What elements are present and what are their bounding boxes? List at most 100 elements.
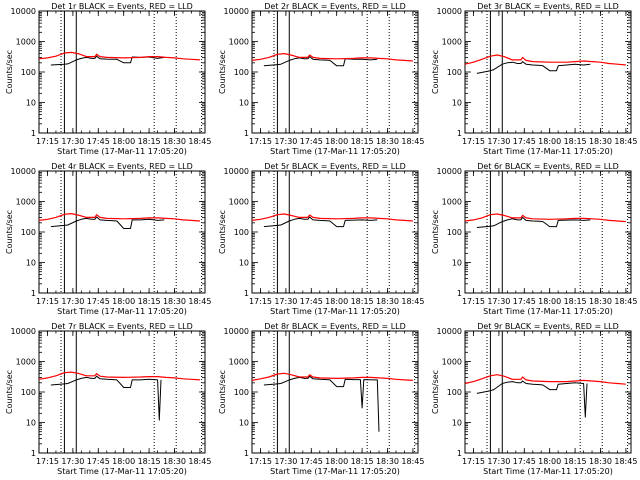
y-tick-label: 1 [457, 129, 462, 138]
x-axis-label: Start Time (17-Mar-11 17:05:20) [483, 467, 613, 476]
y-tick-label: 10 [239, 99, 249, 108]
y-tick-label: 1000 [229, 358, 249, 367]
y-tick-label: 10 [239, 259, 249, 268]
x-tick-label: 18:45 [188, 137, 211, 146]
x-axis-label: Start Time (17-Mar-11 17:05:20) [270, 467, 400, 476]
y-axis-label: Counts/sec [5, 50, 14, 94]
panel-det-9: 1 10 100 1000 10000 17:15 17:30 17:45 18:00 18:15… [431, 322, 637, 476]
x-tick-label: 17:30 [61, 297, 84, 306]
y-tick-label: 100 [447, 228, 462, 237]
x-axis-label: Start Time (17-Mar-11 17:05:20) [57, 307, 187, 316]
y-tick-label: 10000 [11, 167, 36, 176]
x-tick-label: 17:15 [36, 297, 59, 306]
x-tick-label: 17:30 [274, 297, 297, 306]
series-events-line [263, 216, 378, 228]
series-events-line [476, 216, 591, 228]
x-tick-label: 17:15 [249, 137, 272, 146]
y-tick-label: 1000 [442, 358, 462, 367]
x-tick-label: 18:00 [112, 457, 135, 466]
y-tick-label: 10000 [437, 7, 462, 16]
x-tick-label: 17:45 [300, 457, 323, 466]
x-tick-label: 18:15 [351, 457, 374, 466]
y-tick-label: 10 [452, 259, 462, 268]
plot-frame [38, 10, 206, 134]
series-lld-line [38, 371, 200, 381]
panel-title: Det 9r BLACK = Events, RED = LLD [477, 322, 619, 331]
panel-det-4: 1 10 100 1000 10000 17:15 17:30 17:45 18:00 18:15… [5, 162, 211, 316]
y-tick-label: 10000 [11, 327, 36, 336]
y-tick-label: 100 [21, 68, 36, 77]
y-axis-label: Counts/sec [5, 370, 14, 414]
y-axis-label: Counts/sec [218, 210, 227, 254]
x-tick-label: 17:15 [462, 457, 485, 466]
plot-frame [251, 170, 419, 294]
y-axis-label: Counts/sec [5, 210, 14, 254]
y-tick-label: 10000 [11, 7, 36, 16]
x-tick-label: 18:00 [538, 297, 561, 306]
x-tick-label: 17:15 [462, 297, 485, 306]
x-tick-label: 18:30 [163, 457, 186, 466]
panel-title: Det 4r BLACK = Events, RED = LLD [51, 162, 193, 171]
x-tick-label: 17:30 [274, 137, 297, 146]
x-tick-label: 18:00 [325, 297, 348, 306]
plot-frame [464, 10, 632, 134]
x-tick-label: 18:45 [614, 137, 637, 146]
panel-title: Det 8r BLACK = Events, RED = LLD [264, 322, 406, 331]
y-tick-label: 10 [239, 419, 249, 428]
panel-title: Det 3r BLACK = Events, RED = LLD [477, 2, 619, 11]
x-tick-label: 18:15 [138, 457, 161, 466]
x-tick-label: 18:45 [401, 297, 424, 306]
y-tick-label: 100 [21, 228, 36, 237]
x-tick-label: 17:45 [87, 297, 110, 306]
x-tick-label: 18:15 [351, 137, 374, 146]
x-axis-label: Start Time (17-Mar-11 17:05:20) [483, 147, 613, 156]
panel-det-8: 1 10 100 1000 10000 17:15 17:30 17:45 18:00 18:15… [218, 322, 424, 476]
plot-frame [251, 330, 419, 454]
panel-title: Det 6r BLACK = Events, RED = LLD [477, 162, 619, 171]
y-tick-label: 100 [21, 388, 36, 397]
x-tick-label: 18:45 [401, 457, 424, 466]
x-tick-label: 18:30 [376, 457, 399, 466]
y-tick-label: 1000 [16, 198, 36, 207]
series-events-line [263, 375, 380, 432]
x-tick-label: 17:30 [487, 137, 510, 146]
y-tick-label: 1000 [442, 38, 462, 47]
x-tick-label: 18:15 [351, 297, 374, 306]
series-events-line [50, 375, 162, 421]
y-tick-label: 10 [452, 419, 462, 428]
panel-det-3: 1 10 100 1000 10000 17:15 17:30 17:45 18:00 18:15… [431, 2, 637, 156]
x-tick-label: 17:45 [87, 137, 110, 146]
y-axis-label: Counts/sec [218, 370, 227, 414]
y-tick-label: 100 [234, 228, 249, 237]
series-lld-line [464, 54, 626, 66]
y-tick-label: 100 [234, 388, 249, 397]
y-tick-label: 10 [26, 419, 36, 428]
y-tick-label: 1 [244, 129, 249, 138]
series-events-line [476, 61, 591, 74]
x-axis-label: Start Time (17-Mar-11 17:05:20) [270, 307, 400, 316]
plot-frame [464, 330, 632, 454]
panel-det-1: 1 10 100 1000 10000 17:15 17:30 17:45 18:00 18:15… [5, 2, 211, 156]
y-tick-label: 1000 [16, 38, 36, 47]
series-lld-line [251, 213, 413, 222]
y-tick-label: 1 [244, 449, 249, 458]
x-tick-label: 18:00 [325, 137, 348, 146]
series-lld-line [464, 374, 626, 385]
x-tick-label: 18:45 [614, 457, 637, 466]
x-tick-label: 17:30 [487, 457, 510, 466]
y-tick-label: 1 [31, 289, 36, 298]
x-tick-label: 18:30 [163, 137, 186, 146]
panel-det-7: 1 10 100 1000 10000 17:15 17:30 17:45 18:00 18:15… [5, 322, 211, 476]
x-tick-label: 18:00 [538, 457, 561, 466]
x-tick-label: 18:15 [138, 297, 161, 306]
series-lld-line [464, 213, 626, 223]
x-axis-label: Start Time (17-Mar-11 17:05:20) [57, 147, 187, 156]
panel-det-6: 1 10 100 1000 10000 17:15 17:30 17:45 18:00 18:15… [431, 162, 637, 316]
y-tick-label: 10000 [437, 167, 462, 176]
x-tick-label: 18:30 [376, 297, 399, 306]
x-tick-label: 17:45 [513, 457, 536, 466]
series-lld-line [251, 52, 413, 62]
x-axis-label: Start Time (17-Mar-11 17:05:20) [483, 307, 613, 316]
y-tick-label: 1000 [229, 38, 249, 47]
x-tick-label: 17:45 [300, 137, 323, 146]
